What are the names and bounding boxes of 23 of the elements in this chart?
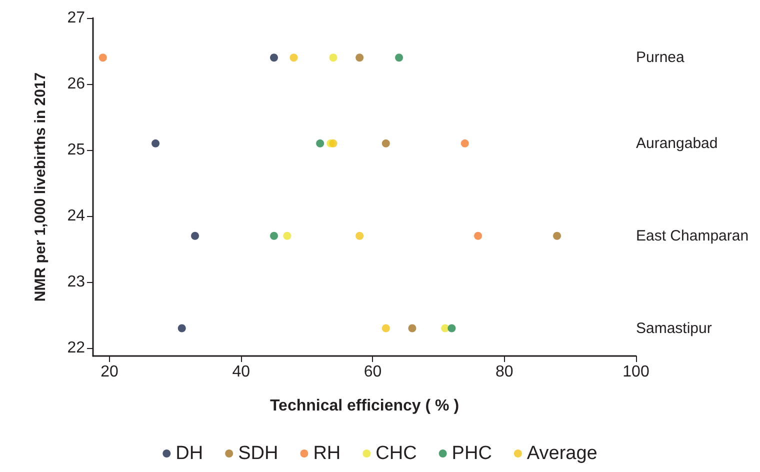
y-tick-label: 24 xyxy=(67,208,86,225)
y-tick-label: 25 xyxy=(67,142,86,159)
y-tick-label: 27 xyxy=(67,10,86,26)
annotation: Aurangabad xyxy=(636,134,718,152)
y-axis-title: NMR per 1,000 livebirths in 2017 xyxy=(32,72,49,302)
annotation: Purnea xyxy=(636,49,686,66)
legend-label: PHC xyxy=(452,443,492,464)
legend-label: RH xyxy=(313,443,341,464)
legend-label: Average xyxy=(526,443,598,464)
y-tick-label: 26 xyxy=(67,76,86,93)
legend-label: CHC xyxy=(376,443,417,464)
x-tick-label: 80 xyxy=(495,364,514,380)
annotation: East Champaran xyxy=(636,227,749,244)
x-tick-label: 20 xyxy=(100,364,118,380)
x-tick-label: 60 xyxy=(364,364,382,380)
y-tick-label: 23 xyxy=(67,274,86,291)
legend-label: DH xyxy=(176,443,204,464)
x-tick-label: 40 xyxy=(232,364,250,380)
annotation: Samastipur xyxy=(636,320,712,337)
x-axis-title: Technical efficiency ( % ) xyxy=(270,398,460,414)
x-tick-label: 100 xyxy=(622,364,650,380)
y-tick-label: 22 xyxy=(67,340,86,357)
legend-label: SDH xyxy=(238,443,278,464)
